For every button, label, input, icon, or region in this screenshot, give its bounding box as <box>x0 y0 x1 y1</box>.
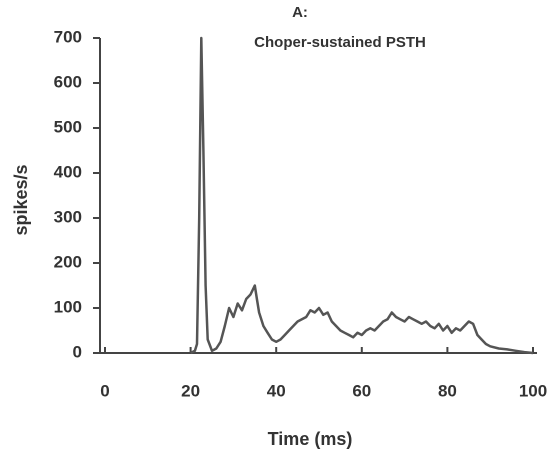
x-axis-label: Time (ms) <box>268 429 353 449</box>
x-tick-label: 80 <box>438 381 457 400</box>
x-tick-label: 20 <box>181 381 200 400</box>
y-tick-label: 700 <box>54 27 82 46</box>
x-tick-label: 100 <box>519 381 547 400</box>
y-tick-label: 100 <box>54 297 82 316</box>
chart-subtitle: Choper-sustained PSTH <box>254 34 426 51</box>
y-tick-label: 300 <box>54 207 82 226</box>
y-tick-label: 600 <box>54 72 82 91</box>
x-tick-label: 40 <box>267 381 286 400</box>
y-axis-label: spikes/s <box>11 164 31 235</box>
y-tick-label: 400 <box>54 162 82 181</box>
y-tick-label: 0 <box>73 342 82 361</box>
chart-title: A: <box>292 4 308 21</box>
y-tick-label: 200 <box>54 252 82 271</box>
x-tick-label: 60 <box>352 381 371 400</box>
line-series <box>190 36 534 355</box>
y-tick-label: 500 <box>54 117 82 136</box>
x-tick-label: 0 <box>100 381 109 400</box>
